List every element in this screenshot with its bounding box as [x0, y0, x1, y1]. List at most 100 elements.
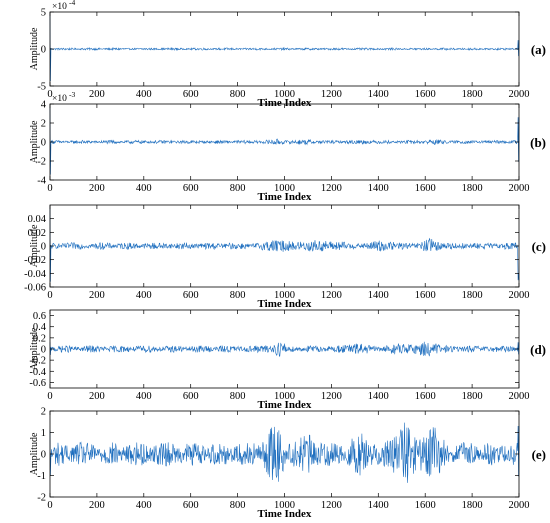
x-tick-label: 1800 — [462, 183, 483, 194]
panel-d: 0 200 400 600 800 1000 1200 1400 1600 1800 2000 -0.… — [29, 309, 546, 411]
x-tick-label: 600 — [183, 89, 199, 100]
x-tick-label: 400 — [136, 290, 152, 301]
x-tick-label: 2000 — [509, 500, 530, 511]
x-tick-label: 600 — [183, 290, 199, 301]
x-tick-label: 1800 — [462, 89, 483, 100]
x-tick-label: 0 — [47, 183, 52, 194]
y-tick-label: 0.02 — [28, 228, 46, 239]
x-tick-label: 0 — [47, 391, 52, 402]
x-tick-label: 1000 — [274, 89, 295, 100]
x-tick-label: 800 — [230, 183, 246, 194]
y-tick-label: 0.04 — [28, 214, 47, 225]
x-tick-label: 200 — [89, 290, 105, 301]
y-multiplier-exponent: -3 — [69, 90, 75, 99]
x-tick-label: 2000 — [509, 391, 530, 402]
x-tick-label: 1200 — [321, 183, 342, 194]
y-tick-label: 5 — [41, 8, 46, 19]
x-tick-label: 200 — [89, 89, 105, 100]
signal-line — [49, 105, 520, 175]
x-tick-label: 600 — [183, 500, 199, 511]
y-tick-label: -0.04 — [24, 269, 47, 280]
y-multiplier-exponent: -4 — [69, 0, 75, 7]
y-tick-label: 0 — [41, 242, 46, 253]
y-multiplier-base: ×10 — [52, 2, 67, 12]
y-tick-label: -0.06 — [24, 283, 46, 294]
x-tick-label: 1600 — [415, 290, 436, 301]
x-tick-label: 1600 — [415, 391, 436, 402]
y-tick-label: -5 — [37, 82, 46, 93]
y-tick-label: 0 — [41, 138, 46, 149]
signal-line — [49, 341, 520, 357]
x-tick-label: 1400 — [368, 290, 389, 301]
panel-e: 0 200 400 600 800 1000 1200 1400 1600 1800 2000 -2 -… — [29, 407, 546, 521]
x-tick-label: 400 — [136, 183, 152, 194]
x-tick-label: 1400 — [368, 500, 389, 511]
y-tick-label: -2 — [37, 157, 46, 168]
x-tick-label: 1600 — [415, 500, 436, 511]
x-tick-label: 1000 — [274, 391, 295, 402]
x-tick-label: 0 — [47, 500, 52, 511]
signal-line — [49, 13, 520, 81]
panel-label: (a) — [531, 42, 546, 57]
panel-label: (b) — [530, 135, 546, 150]
x-tick-label: 1400 — [368, 183, 389, 194]
x-tick-label: 400 — [136, 391, 152, 402]
y-tick-label: -0.4 — [29, 367, 46, 378]
y-tick-label: -0.2 — [29, 356, 46, 367]
y-tick-label: -2 — [37, 493, 46, 504]
x-tick-label: 2000 — [509, 290, 530, 301]
x-tick-label: 800 — [230, 290, 246, 301]
y-multiplier: ×10 -4 — [52, 0, 75, 12]
x-tick-label: 1800 — [462, 391, 483, 402]
y-tick-label: 1 — [41, 428, 46, 439]
signal-line — [49, 206, 520, 282]
x-tick-label: 1000 — [274, 290, 295, 301]
y-axis-label: Amplitude — [29, 224, 40, 267]
x-tick-label: 1000 — [274, 183, 295, 194]
panel-b: 0 200 400 600 800 1000 1200 1400 1600 1800 2000-4-… — [29, 90, 546, 203]
x-tick-label: 800 — [230, 391, 246, 402]
x-axis-label: Time Index — [258, 298, 312, 310]
x-tick-label: 1800 — [462, 500, 483, 511]
y-tick-label: 2 — [41, 407, 46, 418]
x-tick-label: 1000 — [274, 500, 295, 511]
x-tick-label: 1200 — [321, 391, 342, 402]
x-tick-label: 1200 — [321, 500, 342, 511]
x-tick-label: 0 — [47, 89, 52, 100]
y-axis-label: Amplitude — [29, 432, 40, 475]
y-tick-label: 0 — [41, 45, 46, 56]
y-tick-label: 0 — [41, 345, 46, 356]
x-tick-label: 1400 — [368, 89, 389, 100]
y-axis-label: Amplitude — [29, 327, 40, 370]
x-tick-label: 200 — [89, 500, 105, 511]
panel-label: (c) — [532, 239, 546, 254]
x-tick-label: 200 — [89, 391, 105, 402]
y-tick-label: -4 — [37, 176, 46, 187]
y-axis-label: Amplitude — [29, 120, 40, 163]
panel-label: (e) — [532, 447, 546, 462]
x-tick-label: 1600 — [415, 89, 436, 100]
y-tick-label: 0.6 — [33, 311, 46, 322]
x-tick-label: 1600 — [415, 183, 436, 194]
x-tick-label: 400 — [136, 89, 152, 100]
x-tick-label: 1200 — [321, 290, 342, 301]
x-axis-label: Time Index — [258, 97, 312, 109]
panel-label: (d) — [530, 342, 546, 357]
x-tick-label: 1400 — [368, 391, 389, 402]
x-axis-label: Time Index — [258, 508, 312, 520]
x-tick-label: 600 — [183, 183, 199, 194]
y-tick-label: -0.6 — [29, 378, 46, 389]
x-tick-label: 1800 — [462, 290, 483, 301]
y-axis-label: Amplitude — [29, 27, 40, 70]
x-tick-label: 800 — [230, 500, 246, 511]
y-tick-label: -1 — [37, 471, 46, 482]
x-tick-label: 400 — [136, 500, 152, 511]
x-axis-label: Time Index — [258, 399, 312, 411]
y-tick-label: 0 — [41, 450, 46, 461]
y-multiplier-base: ×10 — [52, 94, 67, 104]
x-axis-label: Time Index — [258, 191, 312, 203]
y-tick-label: -0.02 — [24, 255, 46, 266]
y-multiplier: ×10 -3 — [52, 90, 75, 104]
x-tick-label: 200 — [89, 183, 105, 194]
